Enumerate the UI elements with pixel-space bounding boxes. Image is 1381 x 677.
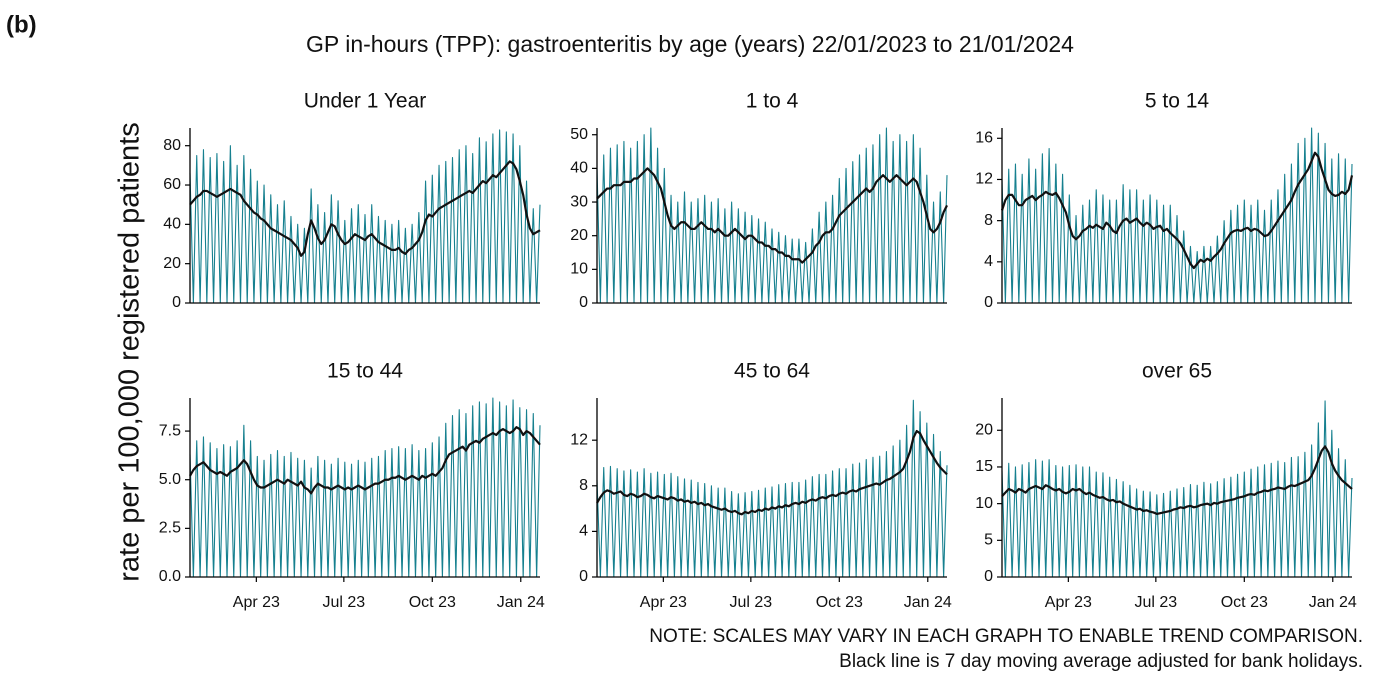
y-tick-label: 20 <box>163 255 181 272</box>
average-line <box>189 160 541 257</box>
panel-label: (b) <box>6 11 37 38</box>
y-tick-label: 0 <box>984 568 993 585</box>
x-tick-label: Jul 23 <box>1134 594 1177 611</box>
daily-line <box>1001 127 1353 304</box>
y-tick-label: 8 <box>984 212 993 229</box>
panel-title: 45 to 64 <box>734 360 810 383</box>
daily-line <box>596 399 948 578</box>
y-tick-label: 0 <box>984 294 993 311</box>
x-tick-label: Jan 24 <box>904 594 952 611</box>
panel-title: Under 1 Year <box>304 90 427 113</box>
note: Black line is 7 day moving average adjus… <box>839 651 1363 672</box>
y-tick-label: 4 <box>984 253 993 270</box>
daily-line <box>189 129 541 304</box>
y-tick-label: 16 <box>975 130 993 147</box>
y-tick-label: 7.5 <box>159 422 181 439</box>
x-tick-label: Apr 23 <box>233 594 280 611</box>
y-tick-label: 0 <box>579 294 588 311</box>
y-tick-label: 5.0 <box>159 471 181 488</box>
y-tick-label: 8 <box>579 477 588 494</box>
y-tick-label: 60 <box>163 176 181 193</box>
y-tick-label: 30 <box>570 193 588 210</box>
y-tick-label: 2.5 <box>159 520 181 537</box>
panel-title: 1 to 4 <box>746 90 799 113</box>
note: NOTE: SCALES MAY VARY IN EACH GRAPH TO E… <box>649 626 1363 647</box>
daily-line <box>189 397 541 578</box>
y-axis-label: rate per 100,000 registered patients <box>114 122 146 581</box>
panel-title: over 65 <box>1142 360 1212 383</box>
x-tick-label: Oct 23 <box>409 594 456 611</box>
daily-line <box>1001 400 1353 578</box>
y-tick-label: 12 <box>975 171 993 188</box>
y-tick-label: 20 <box>975 421 993 438</box>
y-tick-label: 80 <box>163 137 181 154</box>
average-line <box>1000 151 1354 270</box>
y-tick-label: 12 <box>570 431 588 448</box>
x-tick-label: Jan 24 <box>1309 594 1357 611</box>
x-tick-label: Apr 23 <box>640 594 687 611</box>
average-line <box>1001 445 1353 516</box>
x-tick-label: Jul 23 <box>729 594 772 611</box>
figure-title: GP in-hours (TPP): gastroenteritis by ag… <box>306 31 1074 57</box>
x-tick-label: Oct 23 <box>816 594 863 611</box>
panel-title: 15 to 44 <box>327 360 403 383</box>
y-tick-label: 10 <box>570 261 588 278</box>
average-line <box>189 426 541 495</box>
daily-line <box>596 127 948 304</box>
y-tick-label: 4 <box>579 523 588 540</box>
average-line <box>596 429 948 516</box>
x-tick-label: Oct 23 <box>1221 594 1268 611</box>
y-tick-label: 15 <box>975 458 993 475</box>
y-tick-label: 10 <box>975 495 993 512</box>
y-tick-label: 5 <box>984 532 993 549</box>
y-tick-label: 40 <box>163 216 181 233</box>
panel-title: 5 to 14 <box>1145 90 1210 113</box>
y-tick-label: 0.0 <box>159 568 181 585</box>
x-tick-label: Jul 23 <box>322 594 365 611</box>
y-tick-label: 20 <box>570 227 588 244</box>
y-tick-label: 0 <box>579 568 588 585</box>
average-line <box>596 167 948 264</box>
x-tick-label: Jan 24 <box>497 594 545 611</box>
y-tick-label: 40 <box>570 160 588 177</box>
x-tick-label: Apr 23 <box>1045 594 1092 611</box>
y-tick-label: 50 <box>570 126 588 143</box>
y-tick-label: 0 <box>172 294 181 311</box>
